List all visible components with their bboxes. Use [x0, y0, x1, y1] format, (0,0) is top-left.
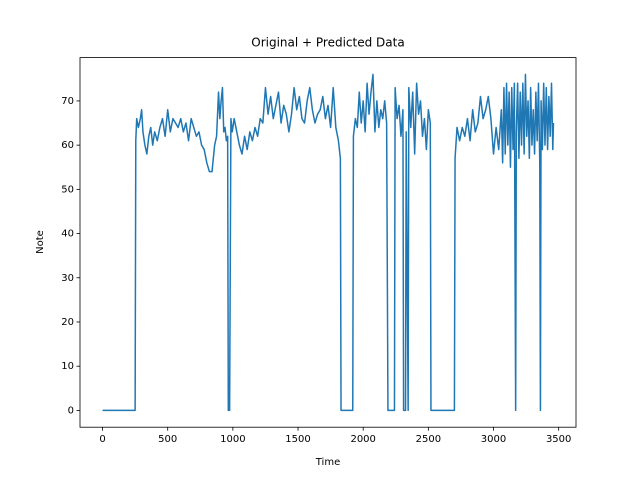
- x-tick-label: 1500: [285, 434, 310, 445]
- y-tick-label: 40: [61, 229, 74, 240]
- y-tick-label: 0: [68, 405, 74, 416]
- x-tick-label: 1000: [220, 434, 245, 445]
- x-tick-label: 3500: [546, 434, 571, 445]
- x-tick-label: 0: [99, 434, 105, 445]
- y-tick-label: 70: [61, 96, 74, 107]
- data-line: [102, 73, 555, 412]
- y-tick-label: 10: [61, 361, 74, 372]
- chart-title: Original + Predicted Data: [251, 36, 404, 50]
- y-tick-label: 50: [61, 184, 74, 195]
- x-tick-label: 500: [158, 434, 177, 445]
- x-axis-label: Time: [315, 457, 340, 468]
- y-tick-label: 30: [61, 273, 74, 284]
- y-tick-label: 60: [61, 140, 74, 151]
- x-tick-label: 2500: [416, 434, 441, 445]
- axes-frame: [79, 57, 577, 428]
- x-tick-label: 3000: [481, 434, 506, 445]
- y-tick-label: 20: [61, 317, 74, 328]
- x-tick-label: 2000: [350, 434, 375, 445]
- y-axis-label: Note: [35, 230, 46, 254]
